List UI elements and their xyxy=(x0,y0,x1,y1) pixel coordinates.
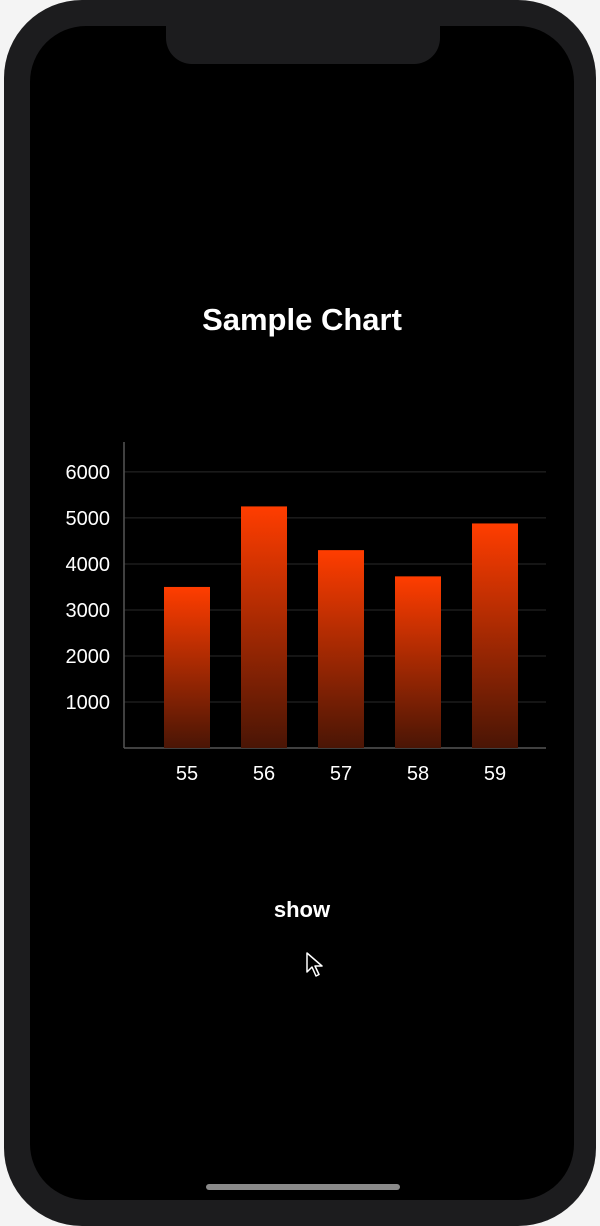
bar xyxy=(472,523,518,748)
bar xyxy=(395,576,441,748)
show-button[interactable]: show xyxy=(273,897,331,922)
y-tick-label: 4000 xyxy=(66,554,111,576)
notch xyxy=(166,26,440,64)
page-title: Sample Chart xyxy=(202,302,402,337)
bar xyxy=(318,550,364,748)
home-indicator xyxy=(206,1184,400,1190)
y-tick-label: 6000 xyxy=(66,462,111,484)
y-tick-label: 3000 xyxy=(66,600,111,622)
bar xyxy=(164,586,210,748)
mouse-cursor-icon xyxy=(306,952,323,977)
app-screen: Sample Chart 1000 2000 3000 4000 5000 6000 55 5… xyxy=(30,26,574,1200)
y-tick-label: 2000 xyxy=(66,646,111,668)
x-tick-label: 56 xyxy=(253,763,275,785)
x-tick-label: 59 xyxy=(484,763,506,785)
y-tick-label: 5000 xyxy=(66,508,111,530)
x-tick-label: 57 xyxy=(330,763,352,785)
x-tick-label: 55 xyxy=(176,763,198,785)
y-tick-label: 1000 xyxy=(66,692,111,714)
bar xyxy=(241,506,287,748)
x-tick-label: 58 xyxy=(407,763,429,785)
bar-chart: 1000 2000 3000 4000 5000 6000 55 56 57 58 59 xyxy=(66,442,546,785)
phone-frame: Sample Chart 1000 2000 3000 4000 5000 6000 55 5… xyxy=(4,0,596,1226)
